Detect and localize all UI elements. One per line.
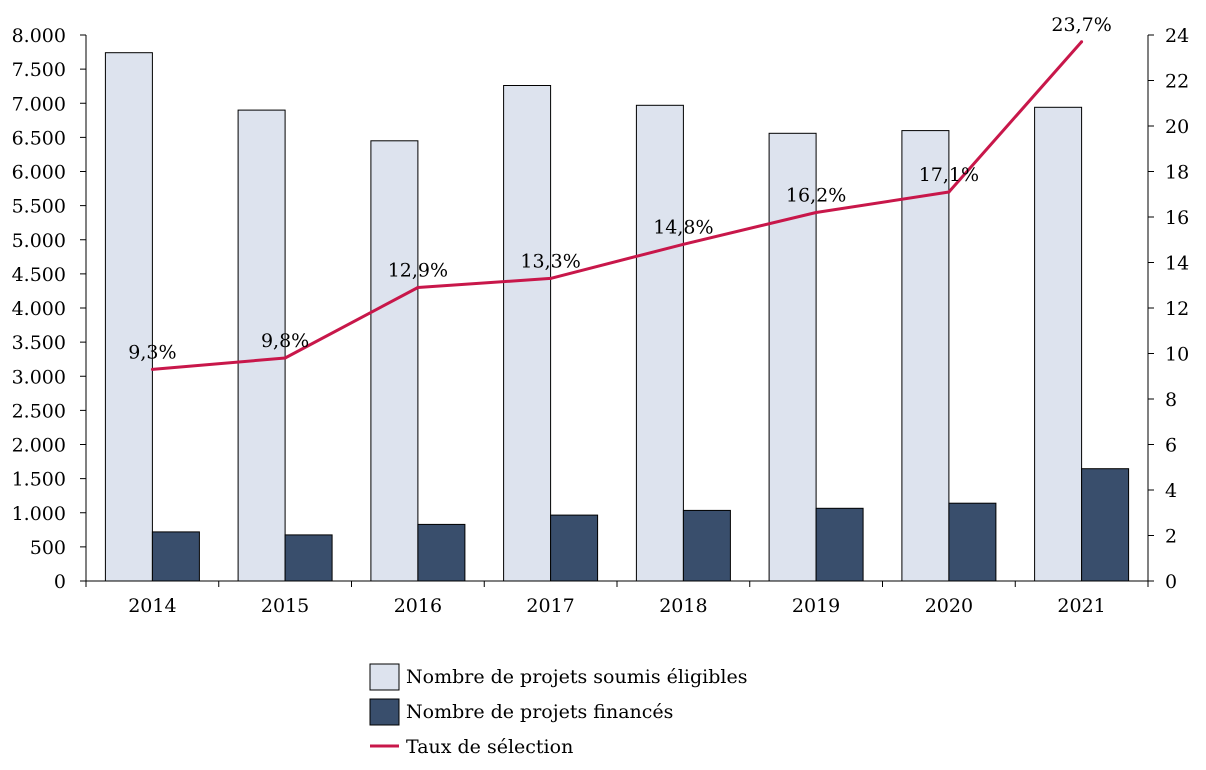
legend-label-funded: Nombre de projets financés — [406, 701, 673, 723]
bar-funded-2016 — [417, 523, 466, 582]
data-label-2017: 13,3% — [520, 250, 580, 272]
bar-funded-2014 — [151, 531, 200, 582]
left-axis-tick-label: 3.000 — [12, 366, 66, 388]
line-point-2019 — [814, 211, 818, 214]
right-axis-tick-label: 16 — [1165, 207, 1189, 229]
left-axis-tick-label: 1.500 — [12, 469, 66, 491]
x-axis-tick-label-2017: 2017 — [526, 595, 574, 617]
left-axis-tick-label: 7.500 — [12, 59, 66, 81]
right-axis-tick-label: 14 — [1165, 253, 1189, 275]
bar-eligible-2015 — [237, 109, 286, 582]
data-label-2014: 9,3% — [128, 341, 176, 363]
x-axis-tick-label-2019: 2019 — [792, 595, 840, 617]
bar-funded-2019 — [815, 507, 864, 582]
line-point-2015 — [283, 356, 287, 360]
legend-swatch-funded — [369, 698, 400, 726]
right-axis-tick-label: 2 — [1165, 526, 1177, 548]
left-axis-tick-label: 1.000 — [12, 503, 66, 525]
line-point-2014 — [150, 367, 154, 371]
axes-layer: 0 500 1.000 1.500 2.000 2.500 3.000 3.500 4.000 4… — [12, 25, 1190, 617]
bar-funded-2015 — [284, 534, 333, 582]
left-axis-tick-label: 8.000 — [12, 25, 66, 47]
x-axis-tick-label-2020: 2020 — [925, 595, 973, 617]
left-axis-tick-label: 6.500 — [12, 127, 66, 149]
data-label-2018: 14,8% — [653, 216, 713, 238]
right-axis-tick-label: 4 — [1165, 480, 1177, 502]
right-axis-tick-label: 24 — [1165, 25, 1189, 47]
right-axis-tick-label: 6 — [1165, 435, 1177, 457]
data-label-2016: 12,9% — [388, 260, 448, 282]
bar-eligible-2021 — [1034, 106, 1083, 582]
line-point-2016 — [416, 286, 420, 289]
bar-eligible-2016 — [370, 140, 419, 582]
x-axis-tick-label-2018: 2018 — [659, 595, 707, 617]
x-axis-tick-label-2016: 2016 — [394, 595, 442, 617]
right-axis-tick-label: 12 — [1165, 298, 1189, 320]
left-axis-tick-label: 2.000 — [12, 435, 66, 457]
bar-eligible-2019 — [768, 132, 817, 582]
right-axis-tick-label: 18 — [1165, 162, 1189, 184]
bar-eligible-2017 — [503, 85, 552, 582]
bar-eligible-2020 — [901, 130, 950, 582]
line-point-2017 — [549, 276, 553, 280]
line-point-2021 — [1080, 40, 1084, 44]
line-point-2018 — [681, 242, 685, 246]
x-axis-tick-label-2014: 2014 — [128, 595, 176, 617]
right-axis-tick-label: 10 — [1165, 344, 1189, 366]
line-point-2020 — [947, 190, 951, 194]
bars-layer — [104, 52, 1130, 582]
data-label-2019: 16,2% — [786, 185, 846, 207]
left-axis-tick-label: 6.000 — [12, 162, 66, 184]
left-axis-tick-label: 5.000 — [12, 230, 66, 252]
left-axis-tick-label: 2.500 — [12, 400, 66, 422]
legend-swatch-eligible — [369, 663, 400, 691]
legend-label-eligible: Nombre de projets soumis éligibles — [406, 666, 747, 688]
left-axis-tick-label: 7.000 — [12, 93, 66, 115]
left-axis-tick-label: 500 — [30, 537, 66, 559]
x-axis-tick-label-2021: 2021 — [1057, 595, 1105, 617]
right-axis-tick-label: 8 — [1165, 389, 1177, 411]
left-axis-tick-label: 0 — [54, 571, 66, 593]
bar-funded-2020 — [948, 502, 997, 582]
bar-eligible-2014 — [104, 52, 153, 582]
line-layer: 9,3% 9,8% 12,9% 13,3% 14,8% 16,2% 17,1% 23,7% — [128, 14, 1112, 371]
series-line-selection-rate — [152, 40, 1083, 371]
bar-funded-2021 — [1081, 468, 1130, 582]
legend: Nombre de projets soumis éligibles Nombre… — [369, 663, 747, 758]
left-axis-tick-label: 5.500 — [12, 196, 66, 218]
bar-funded-2018 — [682, 509, 731, 582]
bar-funded-2017 — [550, 514, 599, 582]
x-axis-tick-label-2015: 2015 — [261, 595, 309, 617]
right-axis-tick-label: 20 — [1165, 116, 1189, 138]
bar-eligible-2018 — [635, 104, 684, 582]
data-label-2020: 17,1% — [919, 164, 979, 186]
right-axis-tick-label: 0 — [1165, 571, 1177, 593]
legend-label-selection-rate: Taux de sélection — [406, 736, 573, 758]
left-axis-tick-label: 4.000 — [12, 298, 66, 320]
right-axis-tick-label: 22 — [1165, 71, 1189, 93]
left-axis-tick-label: 3.500 — [12, 332, 66, 354]
data-label-2021: 23,7% — [1051, 14, 1111, 36]
left-axis-tick-label: 4.500 — [12, 264, 66, 286]
data-label-2015: 9,8% — [261, 330, 309, 352]
